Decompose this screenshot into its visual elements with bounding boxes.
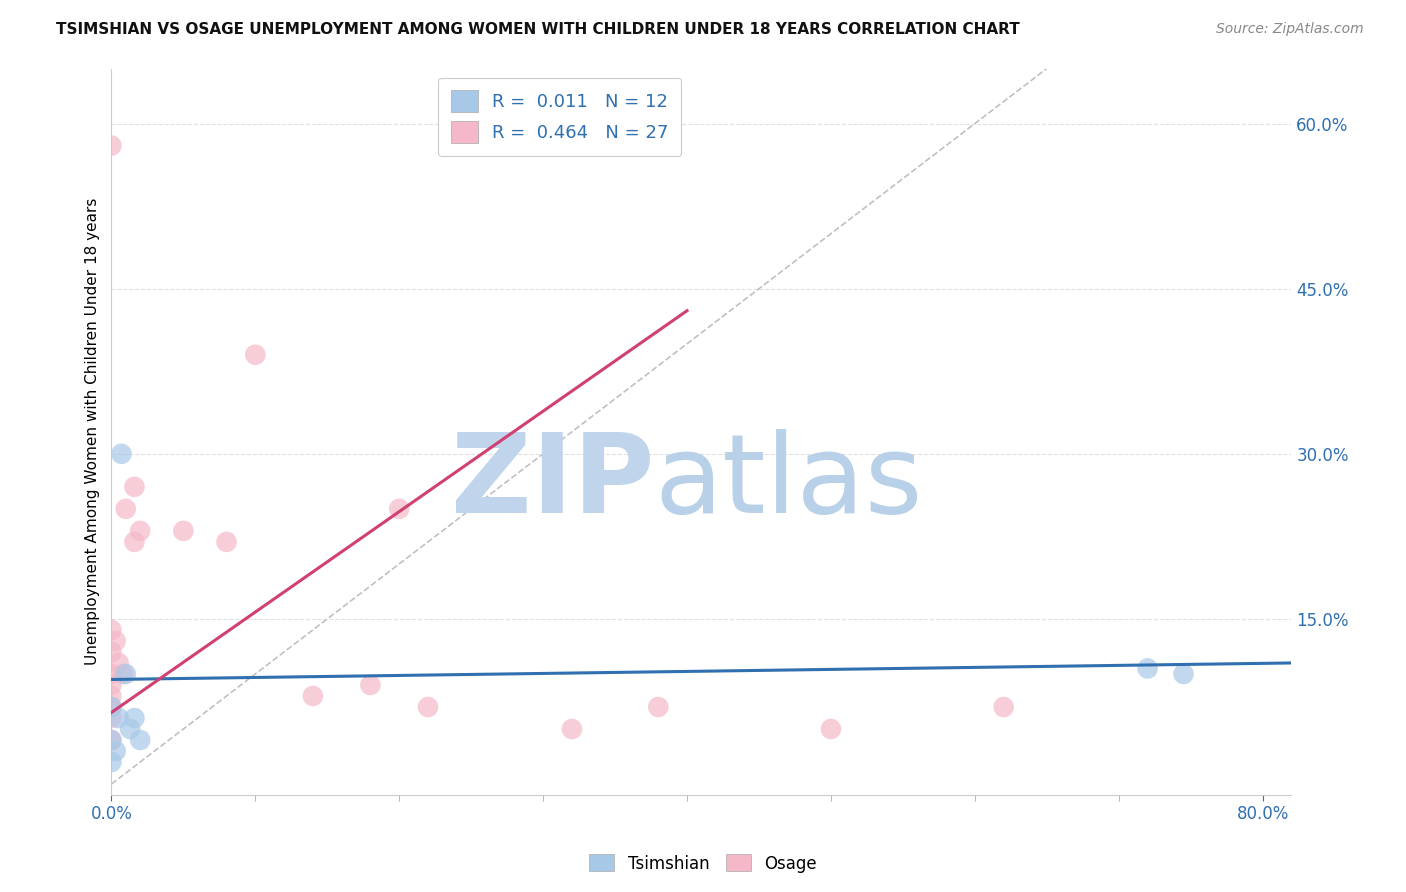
Point — [1136, 661, 1159, 675]
Point — [820, 722, 842, 736]
Point — [245, 348, 267, 362]
Legend: R =  0.011   N = 12, R =  0.464   N = 27: R = 0.011 N = 12, R = 0.464 N = 27 — [439, 78, 682, 156]
Text: Source: ZipAtlas.com: Source: ZipAtlas.com — [1216, 22, 1364, 37]
Point — [302, 689, 325, 703]
Point — [100, 138, 122, 153]
Point — [104, 744, 127, 758]
Point — [100, 733, 122, 747]
Point — [107, 711, 129, 725]
Point — [114, 667, 136, 681]
Point — [100, 700, 122, 714]
Text: atlas: atlas — [654, 429, 922, 536]
Point — [100, 733, 122, 747]
Point — [172, 524, 194, 538]
Point — [114, 501, 136, 516]
Point — [100, 700, 122, 714]
Point — [129, 524, 152, 538]
Text: TSIMSHIAN VS OSAGE UNEMPLOYMENT AMONG WOMEN WITH CHILDREN UNDER 18 YEARS CORRELA: TSIMSHIAN VS OSAGE UNEMPLOYMENT AMONG WO… — [56, 22, 1019, 37]
Point — [416, 700, 439, 714]
Point — [647, 700, 669, 714]
Point — [388, 501, 411, 516]
Point — [110, 447, 132, 461]
Point — [100, 689, 122, 703]
Point — [100, 623, 122, 637]
Point — [100, 645, 122, 659]
Point — [124, 480, 146, 494]
Point — [107, 656, 129, 670]
Point — [124, 711, 146, 725]
Point — [111, 667, 134, 681]
Point — [561, 722, 583, 736]
Legend: Tsimshian, Osage: Tsimshian, Osage — [582, 847, 824, 880]
Point — [124, 534, 146, 549]
Point — [129, 733, 152, 747]
Point — [359, 678, 381, 692]
Point — [104, 634, 127, 648]
Point — [993, 700, 1015, 714]
Point — [100, 678, 122, 692]
Point — [100, 711, 122, 725]
Point — [215, 534, 238, 549]
Y-axis label: Unemployment Among Women with Children Under 18 years: Unemployment Among Women with Children U… — [86, 198, 100, 665]
Point — [1173, 667, 1195, 681]
Point — [100, 755, 122, 769]
Point — [120, 722, 142, 736]
Text: ZIP: ZIP — [451, 429, 654, 536]
Point — [100, 667, 122, 681]
